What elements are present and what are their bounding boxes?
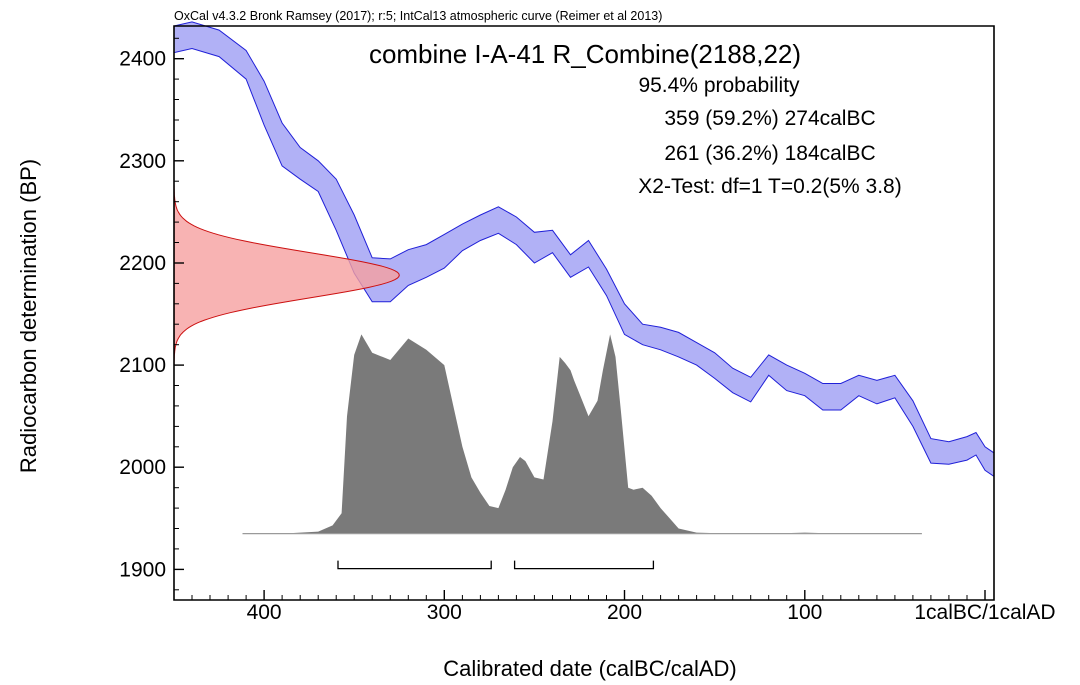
x-tick-label: 100 [787,601,822,624]
probability-heading: 95.4% probability [638,74,800,97]
y-axis-label: Radiocarbon determination (BP) [16,159,41,473]
range-2-text: 261 (36.2%) 184calBC [664,142,875,165]
range-bracket-1 [337,560,492,570]
range-1-text: 359 (59.2%) 274calBC [664,107,875,130]
x-tick-label: 1calBC/1calAD [914,601,1055,624]
x-axis-label: Calibrated date (calBC/calAD) [443,656,736,681]
x-tick-label: 200 [607,601,642,624]
y-tick-label: 1900 [119,558,166,581]
measurement-distribution-area [173,185,400,366]
x-tick-label: 400 [247,601,282,624]
y-tick-label: 2000 [119,456,166,479]
probability-range-brackets [337,560,655,570]
oxcal-header: OxCal v4.3.2 Bronk Ramsey (2017); r:5; I… [174,9,662,23]
chi-squared-test-text: X2-Test: df=1 T=0.2(5% 3.8) [638,175,901,198]
x-tick-label: 300 [427,601,462,624]
y-tick-label: 2400 [119,48,166,71]
y-tick-label: 2200 [119,252,166,275]
range-bracket-2 [513,560,655,570]
y-tick-label: 2300 [119,150,166,173]
x-axis-ticks: 400 300 200 100 1calBC/1calAD [191,590,1056,624]
plot-area [173,21,995,570]
y-tick-label: 2100 [119,354,166,377]
chart-title: combine I-A-41 R_Combine(2188,22) [369,39,801,69]
posterior-distribution-area [242,334,922,534]
y-axis-ticks: 1900 2000 2100 2200 2300 2400 [119,37,184,591]
plot-frame [173,25,995,601]
